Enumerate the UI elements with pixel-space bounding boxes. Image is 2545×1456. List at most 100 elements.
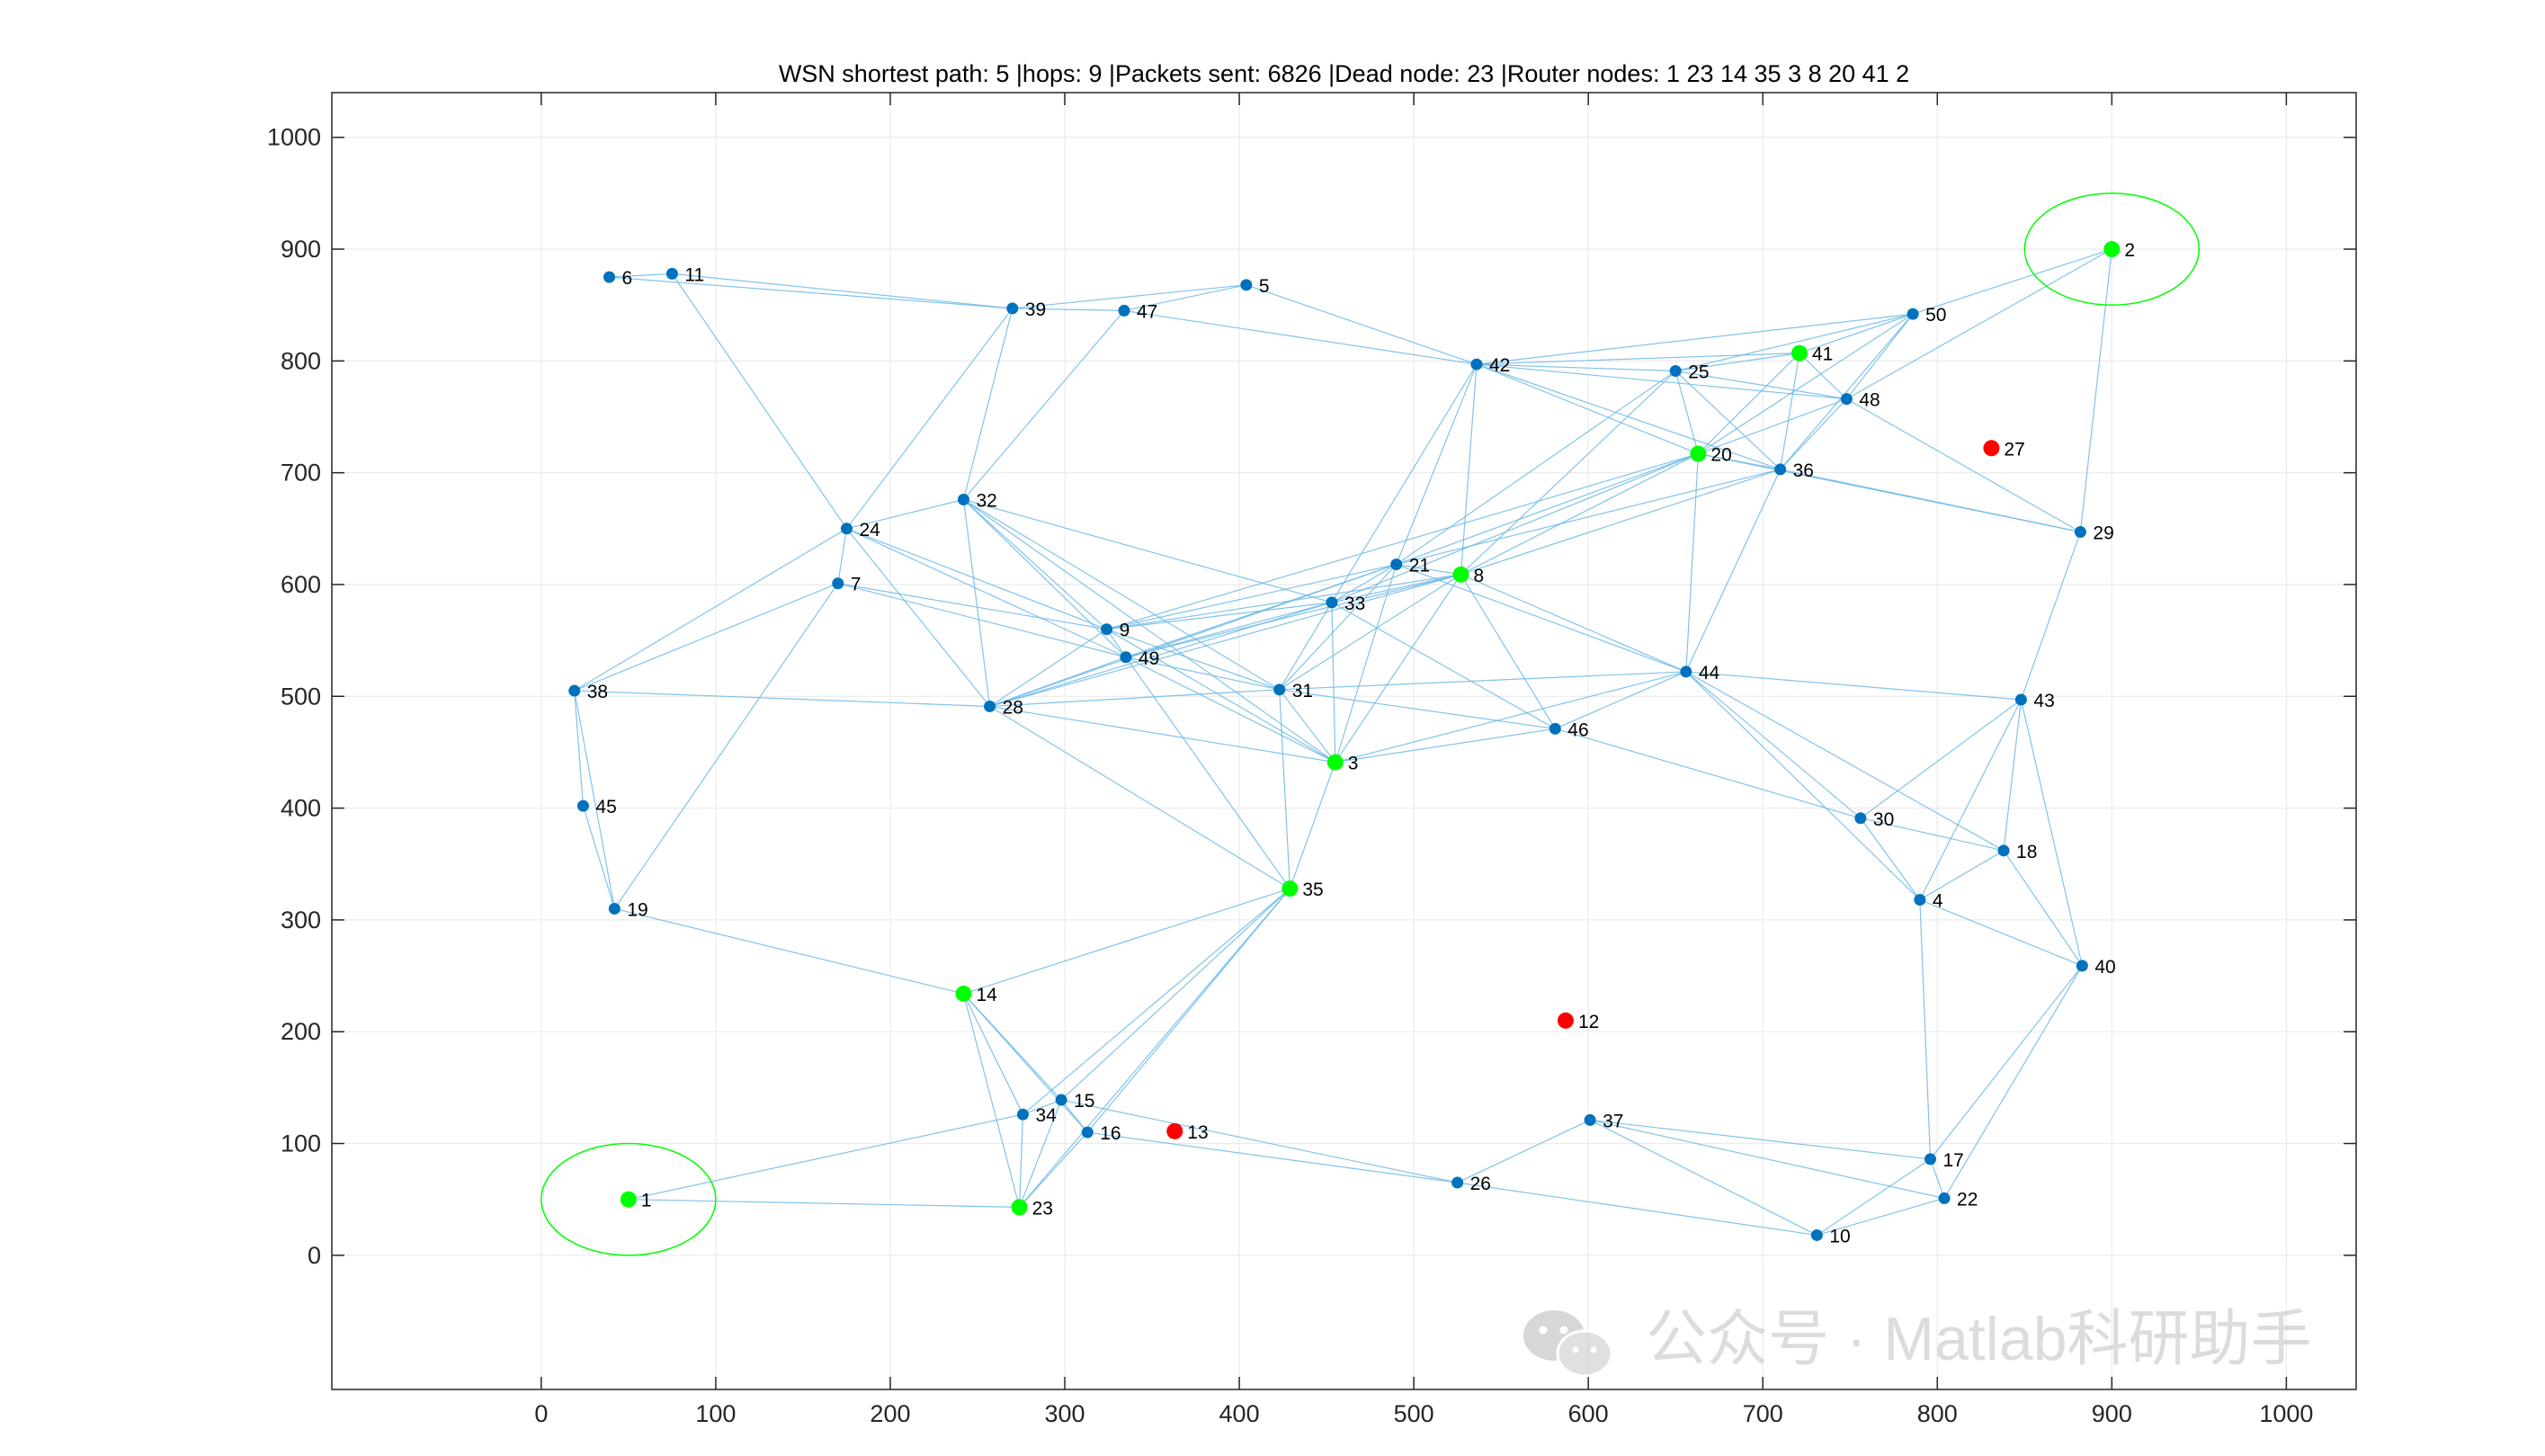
link-34-15 [1022, 1099, 1062, 1115]
link-36-44 [1685, 469, 1782, 673]
link-50-2 [1912, 248, 2112, 315]
node-label-26: 26 [1470, 1174, 1491, 1194]
node-4 [1914, 894, 1926, 907]
node-26 [1451, 1176, 1464, 1189]
link-37-10 [1589, 1119, 1817, 1236]
node-label-41: 41 [1812, 344, 1833, 365]
node-48 [1840, 393, 1853, 406]
link-43-4 [1919, 699, 2022, 900]
link-28-3 [989, 705, 1335, 764]
node-47 [1118, 304, 1130, 317]
node-label-24: 24 [859, 520, 880, 540]
node-6 [603, 271, 616, 283]
node-label-2: 2 [2124, 240, 2135, 261]
x-tick-label: 700 [1743, 1400, 1783, 1427]
link-36-21 [1396, 469, 1781, 566]
link-21-3 [1335, 564, 1398, 763]
node-40 [2076, 960, 2088, 972]
node-label-28: 28 [1003, 697, 1023, 718]
y-tick-label: 500 [281, 683, 321, 710]
link-20-9 [1106, 452, 1699, 630]
link-43-30 [1860, 699, 2022, 819]
node-label-23: 23 [1032, 1198, 1053, 1219]
link-17-22 [1929, 1158, 1945, 1199]
node-25 [1669, 365, 1682, 378]
node-label-39: 39 [1025, 299, 1046, 320]
link-7-49 [837, 583, 1127, 658]
node-10 [1810, 1228, 1823, 1241]
node-label-4: 4 [1933, 891, 1943, 912]
range-circle-2 [2023, 192, 2201, 306]
y-tick-label: 0 [308, 1242, 321, 1269]
link-2-48 [1846, 248, 2112, 400]
y-tick-label: 700 [281, 460, 321, 487]
node-label-19: 19 [627, 899, 647, 920]
link-31-44 [1279, 671, 1686, 691]
link-8-31 [1279, 574, 1461, 691]
link-8-3 [1335, 574, 1462, 763]
link-34-23 [1018, 1114, 1024, 1208]
link-49-31 [1125, 657, 1280, 691]
x-tick-label: 800 [1917, 1400, 1958, 1427]
link-36-8 [1460, 469, 1781, 576]
x-tick-label: 200 [870, 1400, 910, 1427]
node-2 [2103, 241, 2121, 258]
node-50 [1907, 308, 1919, 320]
node-label-13: 13 [1187, 1122, 1208, 1143]
range-circles [540, 192, 2201, 1256]
node-label-18: 18 [2016, 842, 2037, 862]
link-42-33 [1331, 363, 1478, 603]
node-18 [1997, 844, 2010, 857]
x-tick-label: 400 [1219, 1400, 1260, 1427]
node-label-48: 48 [1859, 390, 1880, 411]
link-8-49 [1125, 574, 1461, 658]
node-label-32: 32 [976, 490, 996, 511]
link-20-8 [1460, 452, 1699, 576]
link-32-31 [963, 498, 1281, 691]
link-48-20 [1698, 398, 1847, 455]
link-4-40 [1919, 898, 2083, 967]
link-41-36 [1780, 353, 1800, 470]
link-9-3 [1106, 629, 1336, 764]
node-label-14: 14 [976, 985, 997, 1005]
link-8-33 [1331, 574, 1461, 603]
node-44 [1680, 665, 1692, 678]
link-35-16 [1086, 888, 1290, 1133]
link-15-23 [1019, 1099, 1062, 1208]
link-16-26 [1087, 1131, 1458, 1184]
link-29-43 [2020, 531, 2081, 701]
node-label-11: 11 [684, 264, 704, 285]
link-42-36 [1476, 363, 1781, 470]
link-35-15 [1060, 888, 1290, 1101]
link-21-44 [1396, 564, 1687, 673]
link-33-9 [1106, 602, 1332, 630]
link-11-24 [671, 273, 847, 530]
link-3-44 [1335, 671, 1686, 764]
link-32-28 [962, 499, 991, 707]
node-label-6: 6 [622, 268, 633, 289]
link-8-9 [1106, 574, 1461, 630]
node-33 [1326, 596, 1338, 609]
link-38-45 [574, 691, 585, 807]
link-28-35 [989, 705, 1290, 889]
axes-box [331, 92, 2357, 1390]
node-label-40: 40 [2094, 957, 2115, 978]
node-24 [840, 523, 853, 535]
node-label-47: 47 [1137, 301, 1157, 322]
link-24-7 [837, 528, 848, 584]
node-label-7: 7 [851, 575, 862, 595]
node-29 [2074, 526, 2086, 539]
link-45-19 [582, 805, 615, 909]
link-8-28 [989, 574, 1461, 708]
link-40-17 [1930, 965, 2083, 1160]
node-35 [1281, 880, 1299, 898]
y-tick-label: 100 [281, 1130, 321, 1157]
node-1 [620, 1191, 637, 1208]
link-44-46 [1555, 671, 1687, 729]
link-16-23 [1019, 1131, 1088, 1208]
node-label-30: 30 [1873, 809, 1894, 830]
link-19-14 [614, 907, 964, 995]
link-26-10 [1457, 1182, 1817, 1237]
node-23 [1011, 1199, 1028, 1216]
